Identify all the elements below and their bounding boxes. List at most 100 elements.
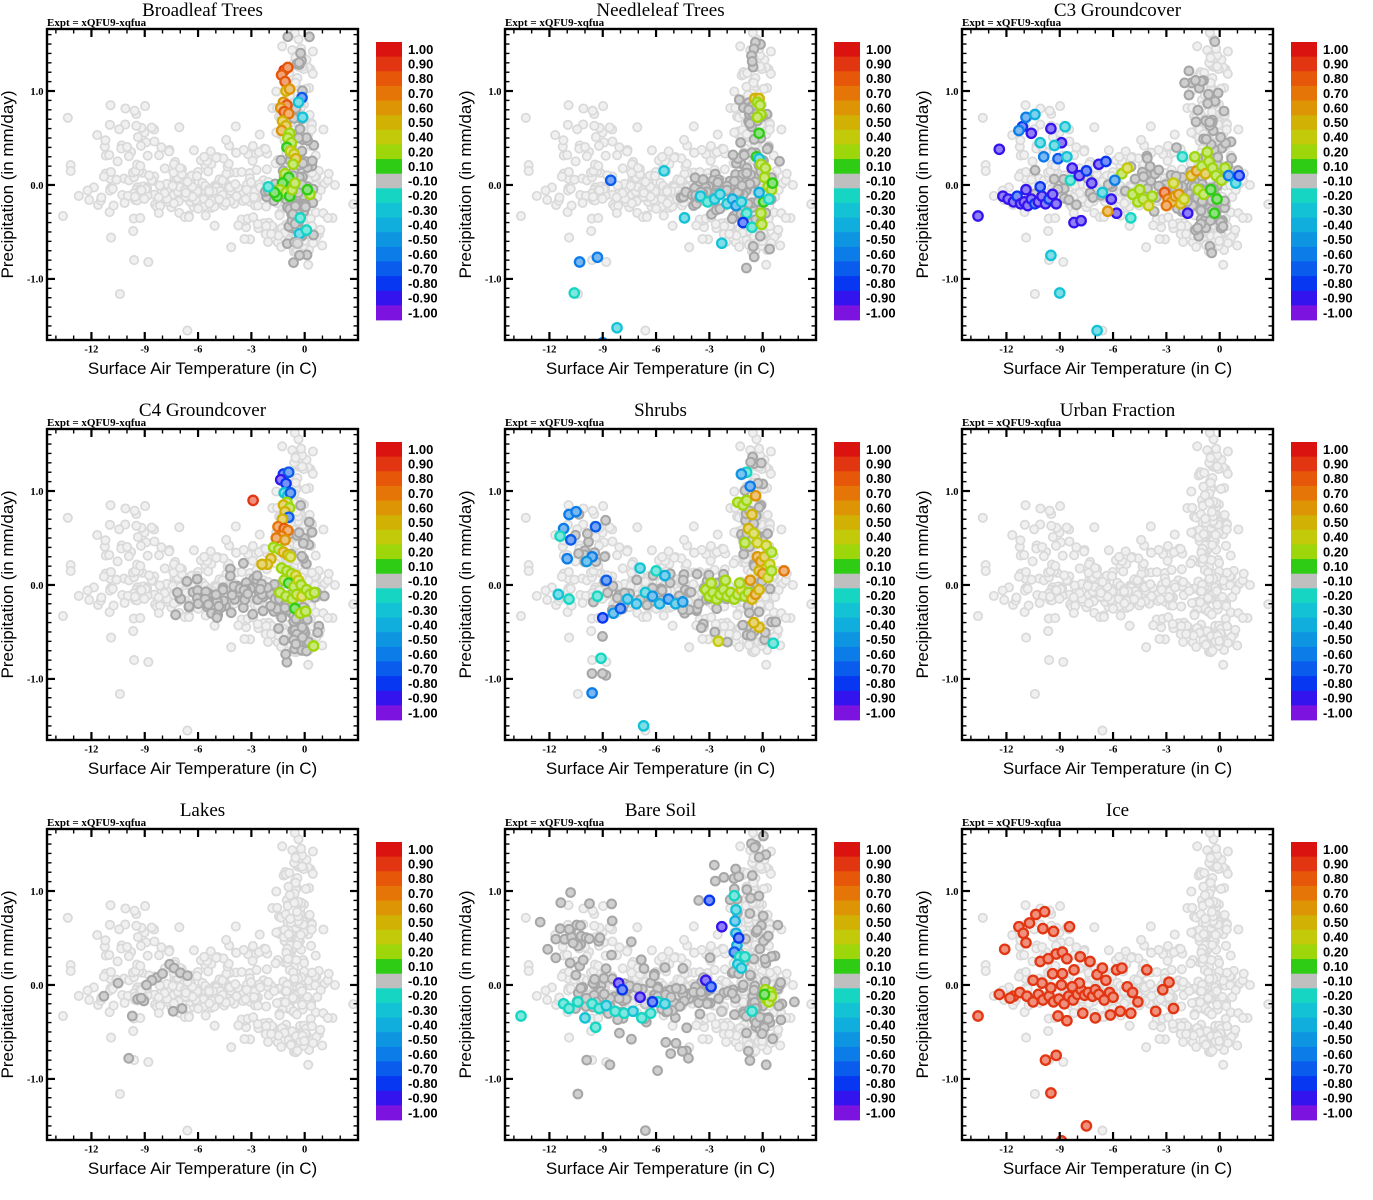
data-point	[214, 994, 225, 1005]
data-point	[140, 101, 151, 112]
data-point	[697, 633, 708, 645]
data-point	[1169, 129, 1180, 140]
data-point	[204, 186, 215, 197]
data-point	[564, 232, 575, 243]
colorbar-label: -0.10	[1323, 574, 1353, 589]
data-point	[1034, 597, 1045, 608]
data-point	[1221, 601, 1232, 612]
data-point	[265, 600, 277, 612]
data-point	[1178, 193, 1190, 205]
data-point	[307, 846, 318, 857]
data-point	[1068, 592, 1079, 603]
data-point	[129, 505, 140, 516]
data-point	[746, 508, 758, 521]
data-point	[290, 477, 301, 488]
data-point	[1100, 155, 1112, 168]
data-point	[695, 622, 707, 634]
colorbar-block	[376, 115, 402, 131]
data-point	[210, 589, 222, 601]
data-point	[154, 180, 165, 191]
data-point	[283, 83, 296, 95]
colorbar-label: -0.70	[866, 661, 896, 676]
data-point	[1075, 214, 1087, 227]
data-point	[993, 143, 1006, 156]
data-point	[1217, 221, 1229, 232]
data-point	[111, 174, 122, 185]
data-point	[597, 193, 608, 204]
scatter-area	[57, 29, 358, 336]
data-point	[292, 939, 303, 951]
data-point	[1204, 116, 1216, 128]
x-tick-label: -6	[1109, 745, 1118, 756]
data-point	[191, 171, 203, 182]
data-point	[1201, 146, 1214, 158]
data-point	[1129, 594, 1140, 605]
data-point	[135, 560, 146, 571]
data-point	[1045, 122, 1057, 135]
data-point	[767, 637, 780, 650]
colorbar-block	[834, 290, 860, 306]
data-point	[293, 527, 305, 539]
colorbar-block	[376, 144, 402, 160]
data-point	[282, 31, 294, 43]
colorbar-label: -0.20	[408, 588, 438, 603]
data-point	[735, 441, 746, 452]
data-point	[1046, 520, 1057, 531]
data-point	[135, 940, 147, 951]
data-point	[1184, 585, 1195, 596]
data-point	[679, 534, 690, 545]
y-axis-label: Precipitation (in mm/day)	[0, 90, 17, 278]
data-point	[297, 537, 309, 549]
data-point	[972, 210, 984, 222]
data-point	[240, 994, 251, 1005]
data-point	[1048, 139, 1061, 152]
data-point	[1244, 179, 1255, 191]
data-point	[588, 191, 599, 202]
data-point	[123, 951, 134, 962]
data-point	[104, 519, 115, 530]
x-tick-label: -12	[999, 345, 1013, 356]
data-point	[658, 210, 669, 221]
data-point	[734, 241, 745, 252]
colorbar-block	[1291, 485, 1317, 501]
data-point	[1011, 592, 1022, 603]
colorbar-label: 1.00	[866, 442, 891, 457]
data-point	[593, 213, 604, 224]
data-point	[1233, 524, 1244, 535]
data-point	[758, 83, 769, 94]
colorbar-block	[376, 646, 402, 662]
colorbar-label: 0.40	[866, 130, 891, 145]
data-point	[1029, 688, 1040, 700]
y-axis-label: Precipitation (in mm/day)	[458, 490, 475, 678]
data-point	[1222, 169, 1235, 182]
data-point	[238, 144, 249, 155]
data-point	[306, 924, 317, 935]
colorbar-block	[834, 705, 860, 721]
data-point	[294, 249, 305, 261]
experiment-label: Expt = xQFU9-xqfua	[505, 17, 605, 29]
y-tick-label: 1.0	[30, 87, 43, 98]
data-point	[764, 601, 775, 612]
data-point	[1153, 544, 1164, 555]
data-point	[561, 552, 574, 565]
x-tick-label: -12	[84, 345, 98, 356]
data-point	[1198, 553, 1209, 564]
data-point	[1221, 621, 1233, 632]
data-point	[254, 529, 265, 540]
data-point	[577, 597, 588, 608]
data-point	[111, 574, 122, 585]
x-tick-label: -12	[999, 745, 1013, 756]
data-point	[100, 935, 111, 946]
data-point	[594, 185, 605, 196]
data-point	[251, 164, 262, 175]
data-point	[693, 598, 705, 610]
data-point	[1103, 145, 1114, 156]
data-point	[296, 111, 309, 124]
data-point	[737, 216, 749, 229]
data-point	[104, 549, 115, 561]
colorbar: 1.000.900.800.700.600.500.400.200.10-0.1…	[376, 442, 438, 721]
data-point	[562, 149, 573, 161]
data-point	[765, 468, 776, 479]
